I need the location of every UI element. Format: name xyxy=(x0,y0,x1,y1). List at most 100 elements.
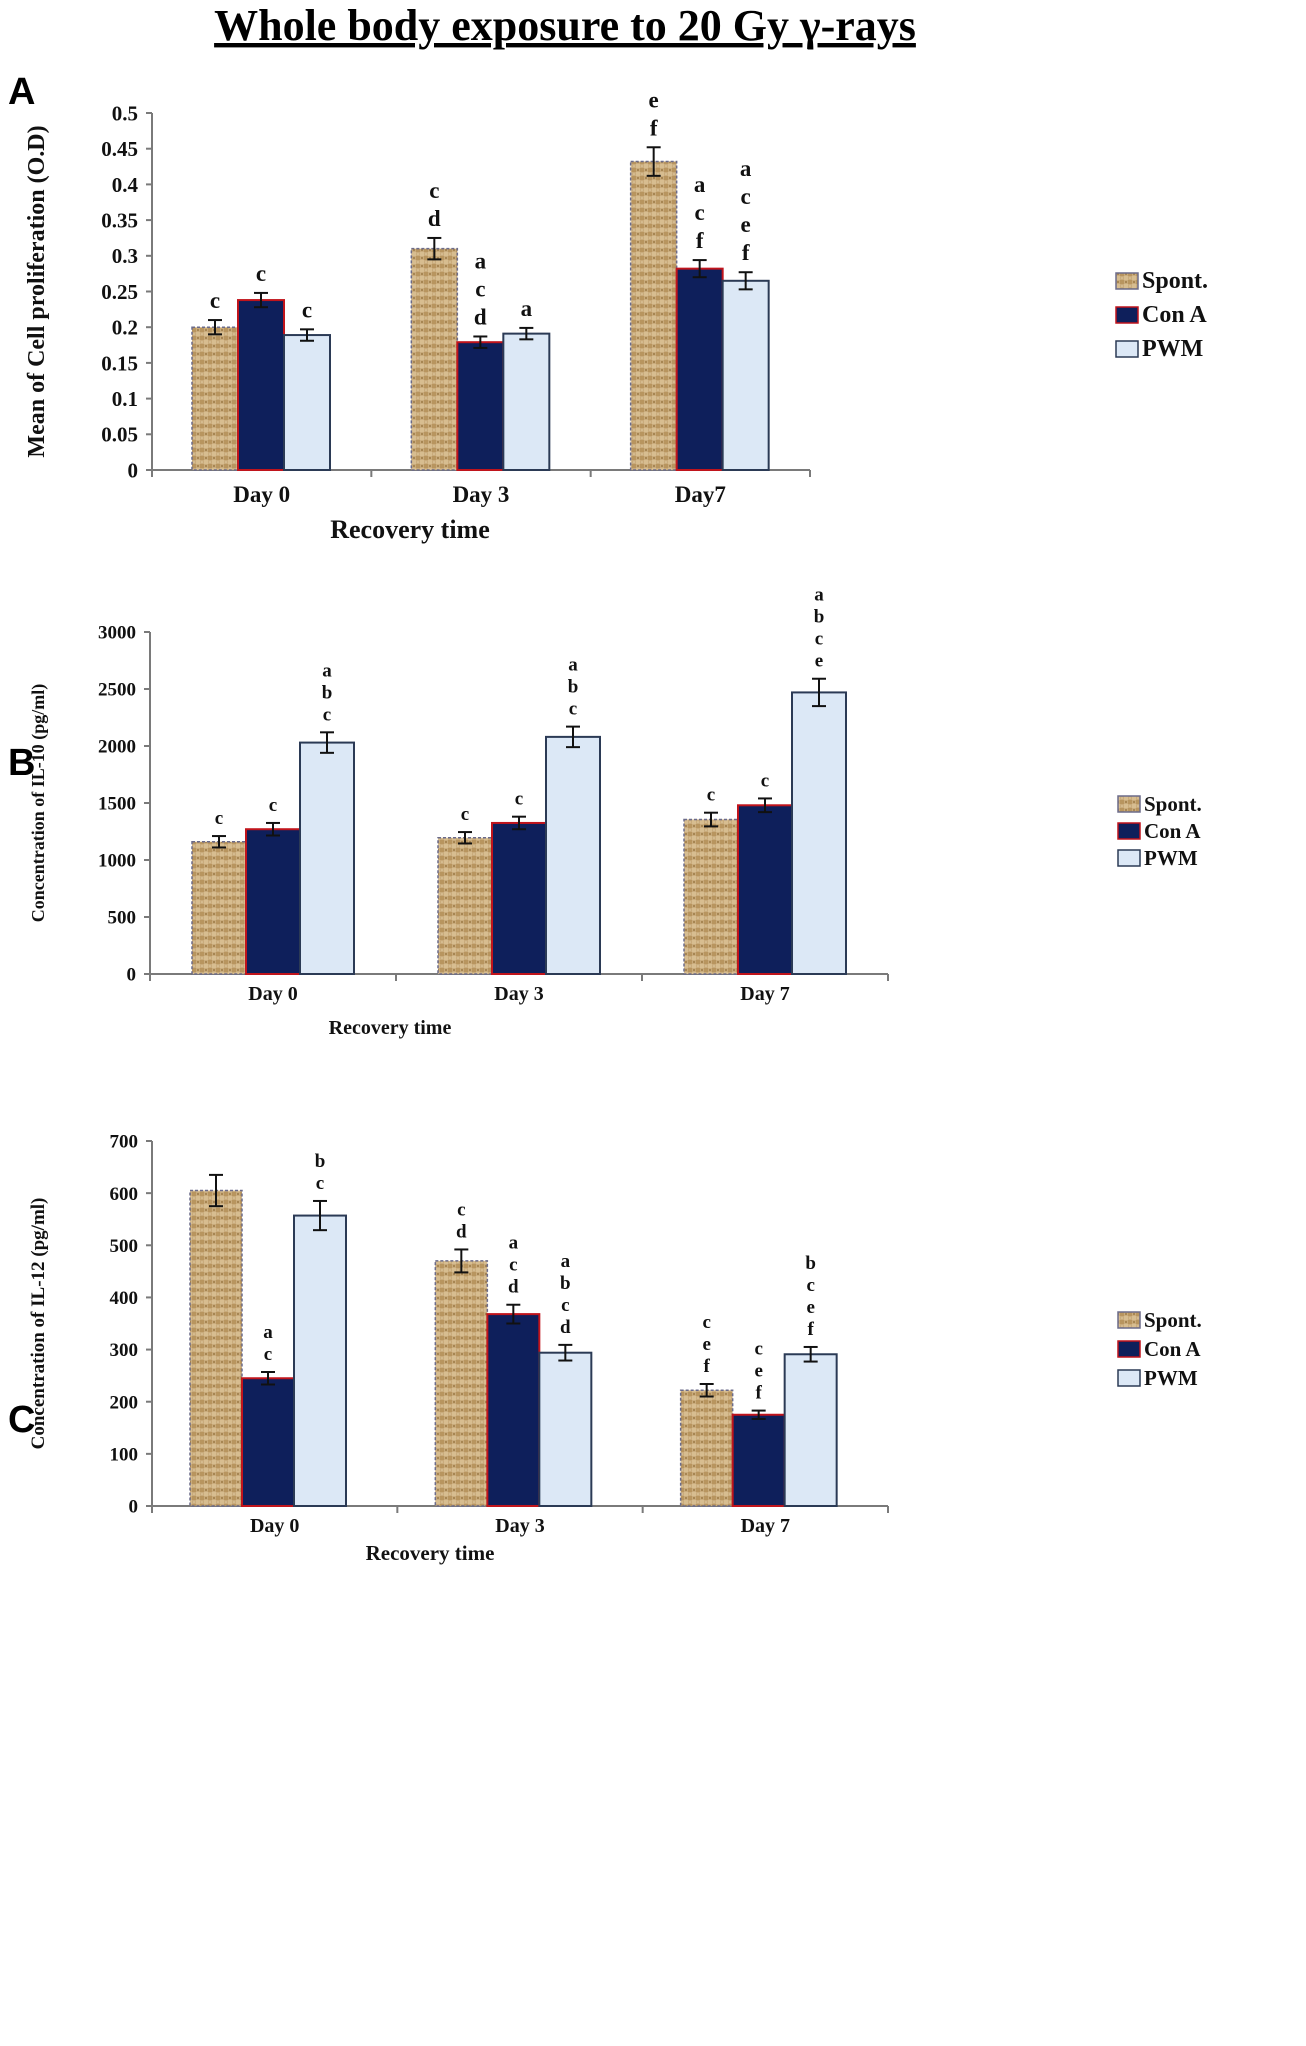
legend-label: Spont. xyxy=(1144,792,1202,816)
significance-label: a xyxy=(561,1251,571,1272)
significance-label: d xyxy=(560,1317,571,1338)
significance-label: a xyxy=(509,1233,519,1254)
significance-label: b xyxy=(805,1253,816,1274)
significance-label: a xyxy=(263,1322,273,1343)
significance-label: c xyxy=(269,795,277,816)
y-tick-label: 700 xyxy=(110,1132,139,1153)
bar-cona xyxy=(675,267,724,472)
y-axis-title: Mean of Cell proliferation (O.D) xyxy=(24,125,50,457)
significance-label: c xyxy=(475,276,485,301)
bar-pwm xyxy=(791,691,847,975)
category-label: Day 0 xyxy=(233,482,290,507)
x-axis-title: Recovery time xyxy=(329,1017,452,1039)
significance-label: c xyxy=(509,1255,517,1276)
category-label: Day 0 xyxy=(248,983,297,1005)
significance-label: a xyxy=(475,248,487,273)
y-tick-label: 300 xyxy=(110,1340,139,1361)
bar-cona xyxy=(737,804,793,976)
category-label: Day 7 xyxy=(741,1515,790,1537)
y-tick-label: 0.2 xyxy=(112,316,138,340)
legend-label: PWM xyxy=(1142,336,1203,362)
bar-pwm xyxy=(502,332,551,471)
figure-title: Whole body exposure to 20 Gy γ-rays xyxy=(214,1,916,50)
legend-label: Con A xyxy=(1144,819,1201,843)
category-label: Day 3 xyxy=(494,983,543,1005)
significance-label: e xyxy=(702,1334,710,1355)
significance-label: f xyxy=(704,1356,711,1377)
significance-label: f xyxy=(742,240,750,265)
significance-label: c xyxy=(302,297,312,322)
significance-label: c xyxy=(561,1295,569,1316)
significance-label: c xyxy=(264,1344,272,1365)
y-tick-label: 200 xyxy=(110,1392,139,1413)
bar-spont xyxy=(434,1260,489,1507)
legend-label: PWM xyxy=(1144,846,1198,870)
bar-spont xyxy=(629,160,678,471)
significance-label: a xyxy=(740,156,752,181)
legend-label: PWM xyxy=(1144,1366,1198,1390)
legend-swatch xyxy=(1115,272,1139,290)
y-tick-label: 2000 xyxy=(98,737,136,758)
y-tick-label: 0.3 xyxy=(112,244,138,268)
significance-label: c xyxy=(702,1312,710,1333)
significance-label: a xyxy=(521,296,533,321)
bar-pwm xyxy=(293,1214,347,1508)
significance-label: e xyxy=(754,1361,762,1382)
significance-label: a xyxy=(568,655,578,676)
significance-label: c xyxy=(761,770,769,791)
panel-letter-b: B xyxy=(8,742,35,784)
bar-pwm xyxy=(538,1351,593,1507)
significance-label: c xyxy=(806,1275,814,1296)
y-axis-title: Concentration of IL-10 (pg/ml) xyxy=(28,684,49,922)
significance-label: c xyxy=(316,1173,324,1194)
y-tick-label: 0 xyxy=(129,1497,139,1518)
y-tick-label: 0.15 xyxy=(101,351,138,375)
legend-swatch xyxy=(1115,306,1139,324)
significance-label: d xyxy=(428,206,441,231)
chart-panel-c: 0 100 200 300 400 500 600 700 Day 0 Day 3 Day 7 Rec… xyxy=(28,1132,1202,1565)
y-tick-label: 0.45 xyxy=(101,137,138,161)
significance-label: c xyxy=(210,288,220,313)
significance-label: a xyxy=(322,660,332,681)
legend-swatch xyxy=(1117,1311,1141,1329)
significance-label: c xyxy=(754,1339,762,1360)
legend-label: Con A xyxy=(1142,302,1207,328)
bar-spont xyxy=(191,841,247,975)
significance-label: f xyxy=(756,1383,763,1404)
category-label: Day 3 xyxy=(495,1515,544,1537)
bar-spont xyxy=(437,837,493,975)
significance-label: c xyxy=(695,200,705,225)
significance-label: c xyxy=(429,178,439,203)
legend-swatch xyxy=(1115,340,1139,358)
y-tick-label: 0 xyxy=(128,458,139,482)
bar-cona xyxy=(241,1377,295,1507)
y-tick-label: 500 xyxy=(108,908,137,929)
y-tick-label: 0.35 xyxy=(101,208,138,232)
significance-label: c xyxy=(256,261,266,286)
category-label: Day7 xyxy=(675,482,726,507)
panel-letter-c: C xyxy=(8,1399,35,1441)
y-tick-label: 0.25 xyxy=(101,280,138,304)
bar-cona xyxy=(731,1413,786,1507)
significance-label: d xyxy=(508,1277,519,1298)
y-tick-label: 2500 xyxy=(98,680,136,701)
bar-spont xyxy=(683,818,739,975)
legend-label: Spont. xyxy=(1144,1308,1202,1332)
significance-label: c xyxy=(461,804,469,825)
y-tick-label: 400 xyxy=(110,1288,139,1309)
bar-spont xyxy=(410,247,459,471)
significance-label: f xyxy=(696,228,704,253)
significance-label: e xyxy=(741,212,751,237)
bar-pwm xyxy=(721,279,770,472)
legend-swatch xyxy=(1117,849,1141,867)
y-tick-label: 1000 xyxy=(98,851,136,872)
significance-label: b xyxy=(560,1273,571,1294)
significance-label: c xyxy=(815,629,823,650)
significance-label: b xyxy=(315,1151,326,1172)
significance-label: e xyxy=(806,1297,814,1318)
legend-swatch xyxy=(1117,1369,1141,1387)
significance-label: b xyxy=(568,677,579,698)
significance-label: b xyxy=(814,607,825,628)
y-tick-label: 500 xyxy=(110,1236,139,1257)
